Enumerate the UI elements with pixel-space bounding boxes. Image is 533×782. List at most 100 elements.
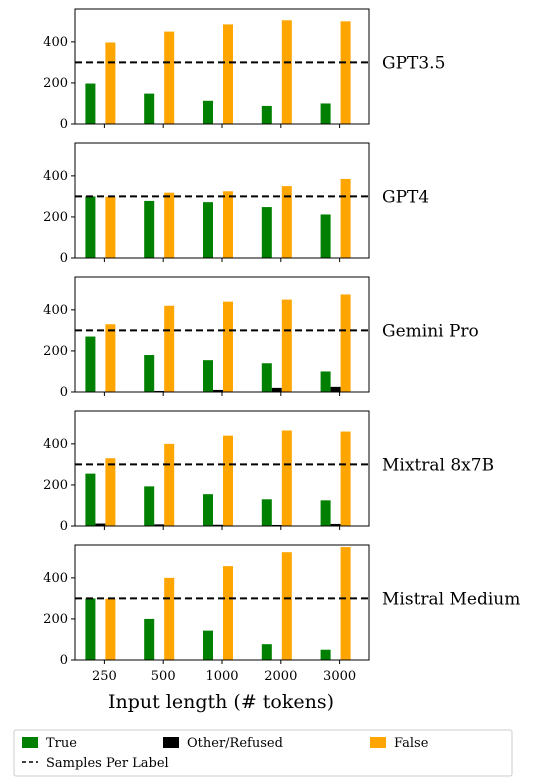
- bar-other-refused-250: [95, 523, 106, 526]
- y-tick-label: 200: [43, 210, 68, 225]
- bar-true-500: [144, 618, 155, 660]
- bar-true-1000: [203, 360, 213, 392]
- panel-frame: [74, 544, 370, 661]
- bar-other-refused-1000: [213, 524, 223, 526]
- bar-other-refused-2000: [271, 387, 282, 392]
- legend-label: Samples Per Label: [46, 756, 169, 771]
- bar-true-1000: [203, 630, 213, 660]
- x-tick-label: 3000: [323, 669, 356, 684]
- bar-false-250: [105, 196, 116, 258]
- legend-swatch: [370, 737, 386, 748]
- panel-1: 0 200 400 GPT4: [43, 142, 429, 266]
- panels: 0 200 400 GPT3.5 0 200 400 GPT4 0 200 400 Gemini Pr…: [43, 8, 520, 684]
- y-tick-label: 0: [60, 385, 68, 400]
- bar-false-500: [164, 443, 175, 526]
- bar-false-500: [164, 192, 175, 258]
- bar-true-3000: [320, 214, 331, 258]
- bar-true-250: [85, 473, 96, 526]
- bar-false-3000: [340, 431, 351, 526]
- model-label: Mixtral 8x7B: [382, 455, 494, 475]
- legend-item-samples-per-label: Samples Per Label: [22, 756, 169, 771]
- panel-4: 0 200 400 Mistral Medium 250 500 1000 2000 3000: [43, 544, 520, 684]
- bar-true-500: [144, 93, 155, 124]
- legend: True Other/Refused False Samples Per Label: [13, 729, 513, 777]
- bar-false-2000: [281, 299, 292, 392]
- bar-other-refused-1000: [213, 389, 223, 392]
- bar-true-500: [144, 486, 155, 526]
- bar-other-refused-2000: [271, 524, 282, 526]
- bar-false-3000: [340, 21, 351, 125]
- bar-false-3000: [340, 178, 351, 258]
- bar-false-250: [105, 598, 116, 660]
- bar-false-250: [105, 324, 116, 392]
- bar-true-3000: [320, 649, 331, 660]
- legend-swatch: [163, 737, 179, 748]
- legend-label: Other/Refused: [187, 736, 283, 751]
- bar-false-3000: [340, 294, 351, 392]
- bar-false-1000: [223, 435, 233, 526]
- legend-item-false: False: [370, 736, 429, 751]
- bar-false-1000: [223, 191, 233, 258]
- bar-true-2000: [261, 644, 272, 660]
- bar-true-1000: [203, 494, 213, 526]
- bar-other-refused-3000: [330, 386, 341, 392]
- bar-true-250: [85, 196, 96, 258]
- y-tick-label: 400: [43, 169, 68, 184]
- bar-true-250: [85, 83, 96, 124]
- panel-3: 0 200 400 Mixtral 8x7B: [43, 410, 494, 534]
- bar-false-2000: [281, 186, 292, 258]
- bar-true-500: [144, 200, 155, 258]
- bar-false-1000: [223, 566, 233, 660]
- bar-true-250: [85, 336, 96, 392]
- y-tick-label: 200: [43, 478, 68, 493]
- bar-false-2000: [281, 20, 292, 124]
- bar-true-3000: [320, 500, 331, 526]
- y-tick-label: 400: [43, 437, 68, 452]
- bar-other-refused-500: [154, 524, 165, 526]
- model-label: GPT4: [382, 187, 429, 207]
- bar-other-refused-3000: [330, 523, 341, 526]
- x-tick-label: 500: [151, 669, 176, 684]
- y-tick-label: 400: [43, 35, 68, 50]
- bar-false-2000: [281, 430, 292, 526]
- bar-true-1000: [203, 100, 213, 124]
- legend-item-true: True: [22, 736, 77, 751]
- bar-false-3000: [340, 547, 351, 660]
- bar-true-250: [85, 598, 96, 660]
- y-tick-label: 200: [43, 76, 68, 91]
- bar-false-1000: [223, 301, 233, 392]
- legend-frame: [13, 729, 513, 777]
- y-tick-label: 200: [43, 612, 68, 627]
- bar-false-1000: [223, 24, 233, 124]
- bar-true-2000: [261, 499, 272, 526]
- legend-item-other-refused: Other/Refused: [163, 736, 283, 751]
- panel-0: 0 200 400 GPT3.5: [43, 8, 445, 132]
- bar-true-2000: [261, 207, 272, 258]
- y-tick-label: 0: [60, 251, 68, 266]
- x-axis-label: Input length (# tokens): [108, 691, 334, 713]
- panel-2: 0 200 400 Gemini Pro: [43, 276, 479, 400]
- bar-false-2000: [281, 552, 292, 660]
- legend-label: True: [46, 736, 77, 751]
- y-tick-label: 400: [43, 303, 68, 318]
- bar-true-2000: [261, 105, 272, 124]
- x-tick-label: 1000: [205, 669, 238, 684]
- y-tick-label: 400: [43, 571, 68, 586]
- legend-label: False: [394, 736, 429, 751]
- bar-false-500: [164, 305, 175, 392]
- bar-true-1000: [203, 202, 213, 258]
- bar-true-3000: [320, 371, 331, 392]
- bar-false-250: [105, 458, 116, 526]
- bar-true-500: [144, 355, 155, 392]
- legend-swatch: [22, 737, 38, 748]
- bar-false-500: [164, 31, 175, 124]
- bar-true-2000: [261, 363, 272, 392]
- model-label: Mistral Medium: [382, 589, 520, 609]
- bar-other-refused-500: [154, 390, 165, 392]
- bar-false-500: [164, 577, 175, 660]
- model-label: Gemini Pro: [382, 321, 479, 341]
- model-label: GPT3.5: [382, 53, 445, 73]
- x-tick-label: 2000: [264, 669, 297, 684]
- y-tick-label: 0: [60, 653, 68, 668]
